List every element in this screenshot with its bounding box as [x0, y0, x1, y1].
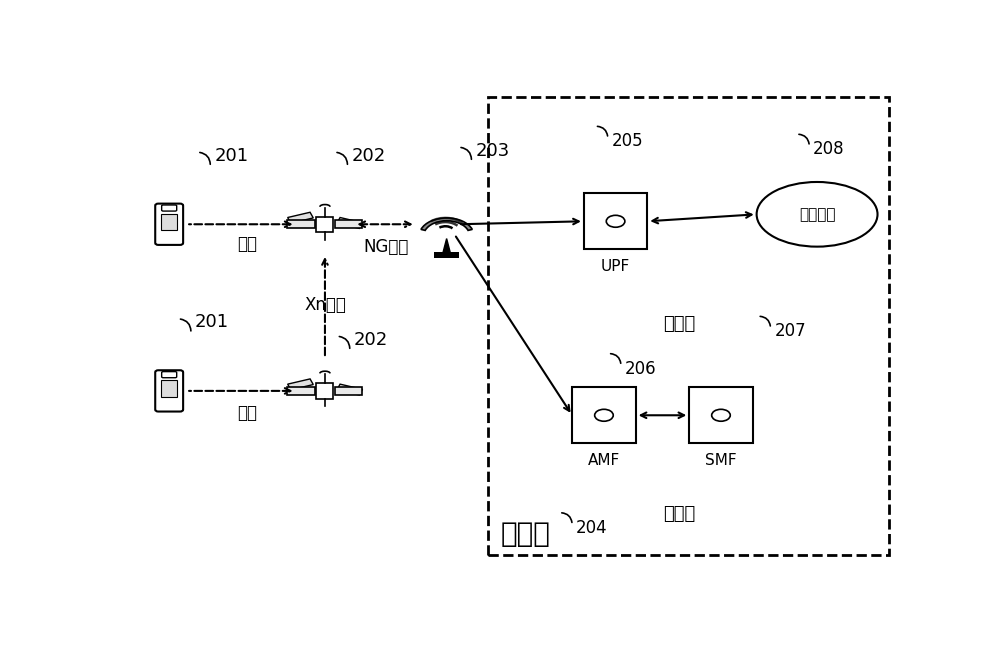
Wedge shape: [421, 218, 472, 231]
Bar: [434, 252, 459, 258]
Circle shape: [606, 215, 625, 227]
Text: 208: 208: [813, 140, 845, 158]
FancyBboxPatch shape: [162, 371, 177, 378]
Bar: [288, 213, 313, 223]
Text: 控制面: 控制面: [663, 505, 695, 523]
Bar: [337, 384, 363, 395]
Text: 空口: 空口: [237, 235, 257, 253]
Bar: [335, 220, 362, 228]
Circle shape: [595, 410, 613, 421]
FancyBboxPatch shape: [155, 203, 183, 245]
Text: 空口: 空口: [237, 404, 257, 422]
Text: SMF: SMF: [705, 453, 737, 468]
Bar: [287, 387, 315, 395]
Text: 201: 201: [195, 313, 229, 331]
Text: 数据网络: 数据网络: [799, 207, 835, 222]
Ellipse shape: [757, 182, 878, 247]
FancyBboxPatch shape: [162, 205, 177, 211]
Text: 核心网: 核心网: [501, 519, 551, 548]
Ellipse shape: [512, 118, 846, 301]
Bar: [488, 98, 889, 555]
Bar: [316, 383, 333, 399]
Text: 205: 205: [612, 132, 643, 150]
Bar: [316, 216, 333, 232]
Text: UPF: UPF: [601, 259, 630, 274]
Text: 202: 202: [354, 331, 388, 349]
Text: Xn接口: Xn接口: [304, 296, 346, 314]
Text: 206: 206: [625, 360, 656, 377]
Text: AMF: AMF: [588, 453, 620, 468]
Ellipse shape: [512, 318, 846, 493]
Text: 204: 204: [576, 519, 608, 537]
Text: 数据面: 数据面: [663, 315, 695, 333]
Text: 201: 201: [214, 147, 248, 165]
Bar: [161, 380, 177, 397]
Bar: [584, 193, 647, 249]
Bar: [337, 218, 363, 229]
Bar: [572, 388, 636, 443]
Bar: [689, 388, 753, 443]
Text: NG接口: NG接口: [363, 238, 409, 256]
Text: 202: 202: [351, 147, 386, 165]
FancyBboxPatch shape: [155, 370, 183, 412]
Bar: [335, 387, 362, 395]
Text: 203: 203: [475, 141, 510, 160]
Text: 207: 207: [774, 322, 806, 340]
Bar: [161, 214, 177, 231]
Bar: [287, 220, 315, 228]
Polygon shape: [443, 238, 450, 253]
Circle shape: [712, 410, 730, 421]
Bar: [288, 379, 313, 390]
